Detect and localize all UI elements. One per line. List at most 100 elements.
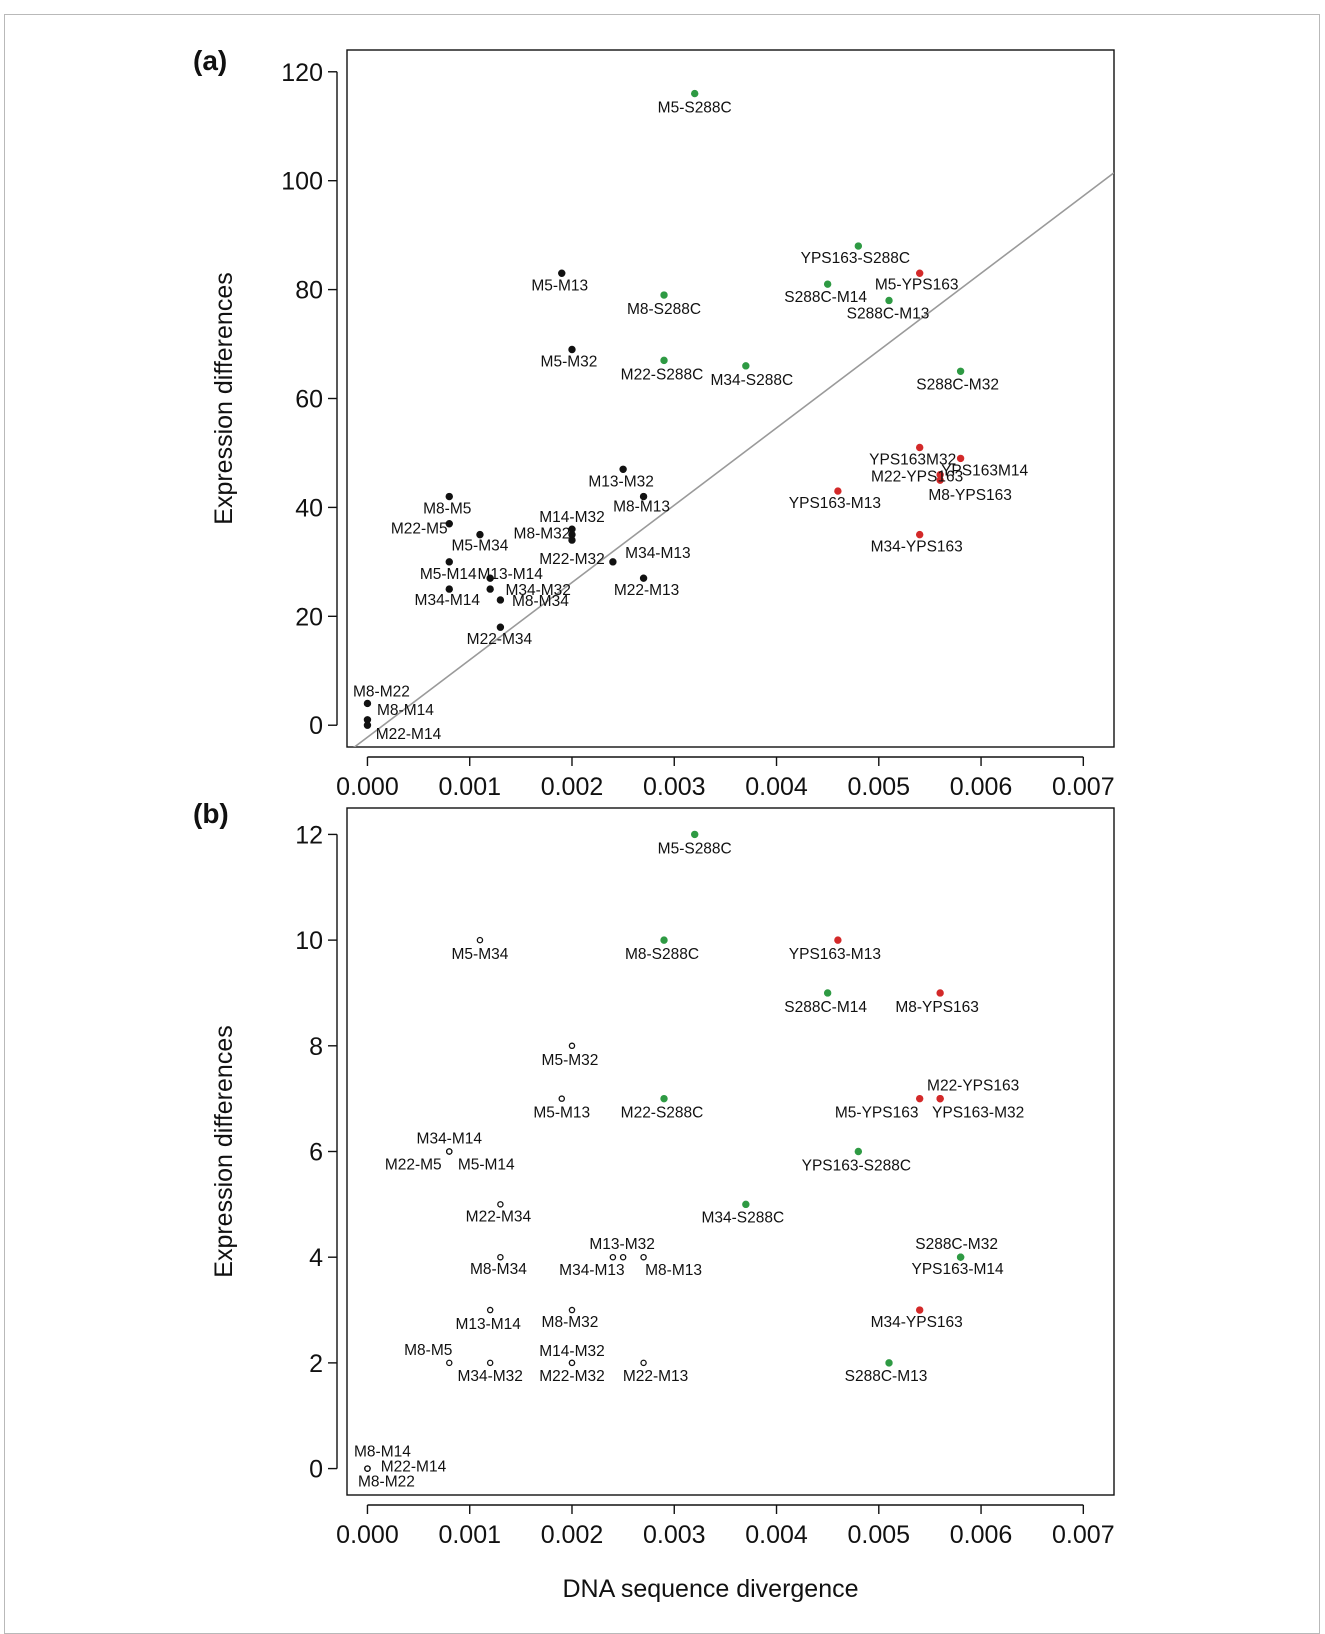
point-label: M8-M14 — [377, 702, 434, 719]
data-point — [486, 574, 494, 582]
point-label: M22-M5 — [391, 521, 448, 538]
point-label: M5-YPS163 — [835, 1105, 919, 1122]
point-label: S288C-M13 — [847, 305, 930, 322]
x-axis-label: DNA sequence divergence — [562, 1575, 858, 1603]
point-label: M8-M13 — [613, 499, 670, 516]
data-point — [558, 1095, 566, 1102]
point-label: M13-M14 — [455, 1316, 521, 1333]
data-point — [834, 487, 842, 495]
data-point — [660, 291, 668, 299]
point-label: M22-M34 — [467, 631, 533, 648]
point-label: S288C-M32 — [916, 376, 999, 393]
point-label: M22-M14 — [381, 1459, 447, 1476]
data-point — [568, 536, 576, 544]
y-tick-label: 2 — [309, 1350, 323, 1378]
data-point — [956, 367, 965, 375]
point-label: M8-S288C — [627, 301, 701, 318]
point-label: YPS163-M13 — [789, 495, 881, 512]
x-tick-label: 0.006 — [950, 1521, 1013, 1549]
data-point — [936, 1094, 944, 1103]
data-point — [445, 492, 453, 501]
data-point — [363, 721, 372, 729]
point-label: M5-M32 — [542, 1052, 599, 1069]
data-point — [660, 356, 668, 365]
point-label: M8-M13 — [645, 1262, 702, 1279]
data-point — [486, 1306, 494, 1314]
data-point — [445, 585, 453, 593]
point-label: M22-M32 — [539, 551, 604, 568]
point-label: M5-M13 — [533, 1105, 590, 1122]
data-point — [558, 269, 566, 277]
panel-label: (a) — [193, 45, 227, 76]
x-tick-label: 0.000 — [336, 1521, 399, 1549]
y-tick-label: 100 — [281, 168, 323, 196]
data-point — [660, 936, 668, 944]
x-tick-label: 0.001 — [438, 773, 501, 801]
point-label: M34-S288C — [710, 372, 793, 389]
panel-b — [328, 807, 1115, 1514]
point-label: M5-M32 — [541, 353, 598, 370]
data-point — [568, 1042, 576, 1050]
point-label: M34-M14 — [415, 592, 481, 609]
point-label: YPS163-S288C — [801, 250, 910, 267]
x-tick-label: 0.006 — [950, 773, 1013, 801]
point-label: YPS163-M14 — [911, 1261, 1004, 1278]
data-point — [854, 1147, 863, 1156]
data-point — [445, 558, 453, 566]
y-tick-label: 6 — [309, 1139, 323, 1167]
point-label: M34-M13 — [625, 545, 690, 562]
point-label: M8-M14 — [354, 1444, 411, 1461]
y-axis-label: Expression differences — [210, 1025, 238, 1277]
point-label: YPS163M32 — [869, 452, 956, 469]
data-point — [476, 936, 484, 944]
x-tick-label: 0.005 — [848, 773, 911, 801]
x-tick-label: 0.002 — [541, 773, 604, 801]
data-point — [486, 1359, 494, 1367]
x-tick-label: 0.007 — [1052, 1521, 1115, 1549]
y-tick-label: 120 — [281, 59, 323, 87]
data-point — [486, 585, 494, 593]
data-point — [854, 242, 863, 250]
point-label: M8-YPS163 — [895, 999, 979, 1016]
point-label: M22-M13 — [614, 582, 679, 599]
data-point — [496, 596, 505, 604]
plot-area — [346, 807, 1115, 1496]
data-point — [936, 989, 944, 997]
data-point — [497, 1201, 504, 1208]
point-label: M22-M5 — [385, 1157, 442, 1174]
point-label: M8-M5 — [423, 501, 471, 518]
data-point — [915, 269, 924, 277]
y-axis-label: Expression differences — [210, 272, 238, 524]
data-point — [691, 830, 699, 839]
point-label: M8-M34 — [512, 593, 569, 610]
data-point — [956, 454, 965, 463]
point-label: M34-M13 — [559, 1262, 624, 1279]
point-label: M22-M13 — [623, 1368, 688, 1385]
point-label: M34-M32 — [457, 1368, 522, 1385]
point-label: M8-M34 — [470, 1261, 527, 1278]
data-point — [363, 699, 372, 708]
point-label: M8-YPS163 — [928, 487, 1012, 504]
point-label: S288C-M14 — [784, 289, 867, 306]
y-tick-label: 0 — [309, 712, 323, 740]
x-tick-label: 0.001 — [438, 1521, 501, 1549]
data-point — [476, 530, 484, 539]
data-point — [691, 89, 699, 98]
y-tick-label: 4 — [309, 1244, 323, 1272]
data-point — [834, 936, 842, 944]
data-point — [568, 1359, 576, 1367]
data-point — [445, 520, 453, 528]
point-label: M34-S288C — [701, 1209, 784, 1226]
point-label: M14-M32 — [539, 509, 604, 526]
plot-area — [346, 49, 1115, 748]
point-label: M22-M34 — [466, 1208, 532, 1225]
point-label: YPS163-M13 — [789, 946, 881, 963]
point-label: M5-S288C — [658, 840, 732, 857]
point-label: M5-M14 — [420, 566, 477, 583]
regression-line — [353, 172, 1114, 747]
data-point — [609, 1253, 617, 1261]
point-label: M34-YPS163 — [871, 539, 963, 556]
x-tick-label: 0.004 — [745, 773, 808, 801]
y-tick-label: 0 — [309, 1456, 323, 1484]
